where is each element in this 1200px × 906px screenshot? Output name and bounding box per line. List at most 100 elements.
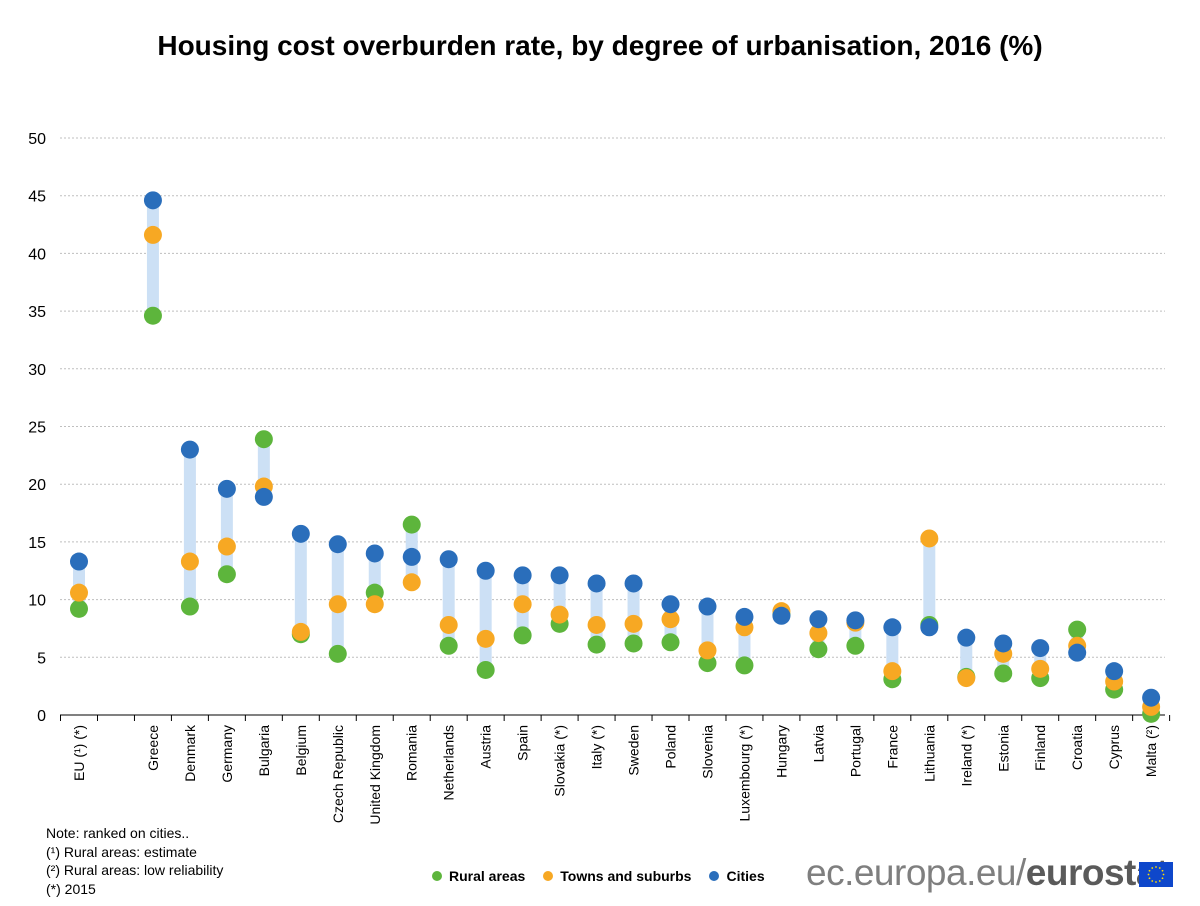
point-cities: [254, 487, 273, 506]
point-towns: [624, 614, 643, 633]
point-towns: [661, 610, 680, 629]
point-cities: [439, 550, 458, 569]
legend-item-rural: Rural areas: [432, 868, 525, 884]
chart-title: Housing cost overburden rate, by degree …: [157, 30, 1043, 61]
point-cities: [735, 607, 754, 626]
x-tick-label: Romania: [404, 725, 420, 781]
note-line: (²) Rural areas: low reliability: [46, 862, 224, 878]
point-rural: [846, 636, 865, 655]
point-cities: [291, 524, 310, 543]
point-towns: [1031, 659, 1050, 678]
legend-marker-towns: [543, 871, 554, 881]
x-tick-label: United Kingdom: [367, 725, 383, 825]
point-cities: [772, 606, 791, 625]
x-tick-label: Spain: [515, 725, 531, 761]
point-towns: [328, 595, 347, 614]
legend-label-rural: Rural areas: [449, 868, 526, 884]
point-rural: [513, 626, 532, 645]
x-tick-label: Estonia: [995, 725, 1011, 772]
range-bar: [146, 200, 159, 316]
x-tick-label: Slovakia (*): [552, 725, 568, 797]
point-cities: [402, 547, 421, 566]
range-bar: [294, 533, 307, 635]
legend-marker-cities: [709, 871, 720, 881]
x-tick-label: Austria: [478, 725, 494, 769]
point-towns: [291, 622, 310, 641]
point-cities: [1142, 688, 1161, 707]
point-towns: [957, 669, 976, 688]
point-rural: [143, 306, 162, 325]
legend-item-cities: Cities: [709, 868, 765, 884]
x-tick-label: Portugal: [847, 725, 863, 777]
y-tick-label: 15: [28, 535, 46, 552]
point-rural: [254, 430, 273, 449]
note-line: Note: ranked on cities..: [46, 825, 190, 841]
point-cities: [883, 618, 902, 637]
point-rural: [328, 644, 347, 663]
x-tick-label: Ireland (*): [958, 725, 974, 786]
x-tick-label: EU (¹) (*): [71, 725, 87, 781]
x-tick-label: Czech Republic: [330, 725, 346, 823]
point-towns: [402, 573, 421, 592]
point-cities: [143, 191, 162, 210]
x-tick-label: Hungary: [773, 725, 789, 778]
y-tick-label: 5: [37, 650, 46, 667]
x-tick-label: Italy (*): [589, 725, 605, 769]
eu-flag-icon: [1139, 862, 1173, 887]
x-tick-label: Netherlands: [441, 725, 457, 801]
point-towns: [513, 595, 532, 614]
y-tick-label: 35: [28, 304, 46, 321]
point-rural: [698, 654, 717, 673]
x-tick-label: Cyprus: [1106, 725, 1122, 769]
y-tick-label: 45: [28, 189, 46, 206]
x-tick-label: Bulgaria: [256, 725, 272, 777]
x-tick-label: Lithuania: [921, 725, 937, 782]
x-tick-label: Greece: [145, 725, 161, 771]
point-cities: [365, 544, 384, 563]
chart-legend: Rural areas Towns and suburbs Cities: [432, 868, 783, 884]
eurostat-logo-text: ec.europa.eu/eurostat: [806, 852, 1168, 894]
x-tick-label: Croatia: [1069, 725, 1085, 770]
point-cities: [809, 610, 828, 629]
point-rural: [994, 664, 1013, 683]
point-towns: [365, 595, 384, 614]
x-tick-label: Belgium: [293, 725, 309, 776]
point-towns: [587, 615, 606, 634]
point-cities: [698, 597, 717, 616]
point-towns: [550, 605, 569, 624]
point-rural: [180, 597, 199, 616]
point-rural: [587, 635, 606, 654]
y-tick-label: 0: [37, 708, 46, 725]
point-cities: [1105, 662, 1124, 681]
point-cities: [994, 634, 1013, 653]
x-tick-label: Poland: [663, 725, 679, 769]
point-towns: [439, 615, 458, 634]
brand-prefix: ec.europa.eu/: [806, 852, 1026, 893]
x-tick-label: Sweden: [626, 725, 642, 776]
range-bar: [627, 583, 640, 644]
point-cities: [180, 440, 199, 459]
point-rural: [809, 640, 828, 659]
point-rural: [439, 636, 458, 655]
point-cities: [1031, 639, 1050, 658]
point-towns: [698, 641, 717, 660]
point-cities: [920, 618, 939, 637]
x-tick-label: Denmark: [182, 724, 198, 782]
point-rural: [217, 565, 236, 584]
point-rural: [402, 515, 421, 534]
x-tick-label: Slovenia: [699, 725, 715, 779]
point-rural: [661, 633, 680, 652]
point-towns: [70, 583, 88, 602]
legend-label-towns: Towns and suburbs: [560, 868, 692, 884]
point-towns: [809, 624, 828, 643]
point-rural: [1068, 620, 1087, 639]
x-tick-label: Luxembourg (*): [736, 725, 752, 822]
point-cities: [513, 566, 532, 585]
note-line: (*) 2015: [46, 880, 96, 897]
y-tick-label: 20: [28, 477, 46, 494]
y-tick-label: 50: [28, 131, 46, 148]
point-cities: [550, 566, 569, 585]
range-bar: [923, 538, 936, 628]
range-bar: [590, 583, 603, 645]
point-towns: [476, 629, 495, 648]
